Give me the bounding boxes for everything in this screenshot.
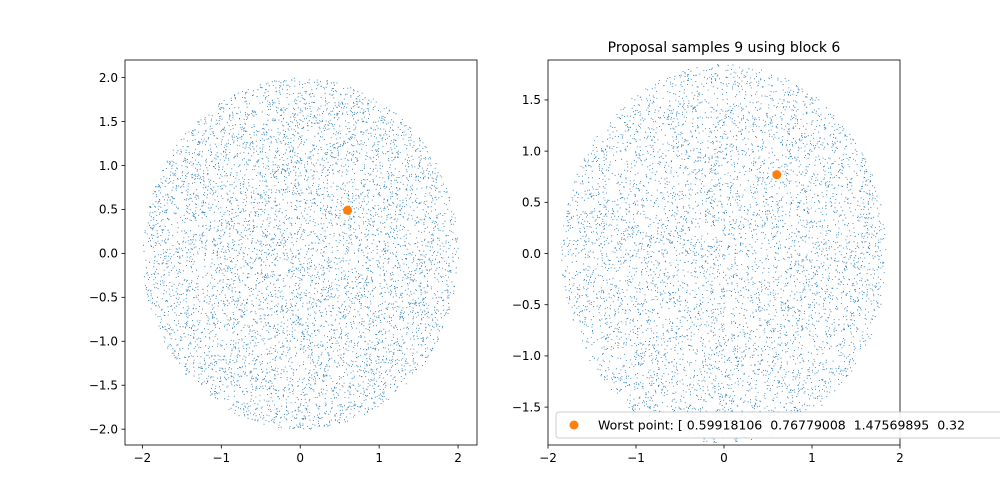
right-y-axis: −1.5 −1.0 −0.5 0.0 0.5 1.0 1.5	[512, 93, 548, 414]
x-tick-label: −1	[627, 451, 645, 465]
legend: Worst point: [ 0.59918106 0.76779008 1.4…	[555, 411, 1000, 439]
right-plot-title: Proposal samples 9 using block 6	[608, 40, 841, 56]
x-tick-label: 2	[896, 451, 904, 465]
sample-points	[143, 77, 459, 430]
y-tick-label: 0.0	[522, 247, 541, 261]
x-tick-label: −2	[539, 451, 557, 465]
y-tick-label: −1.5	[89, 379, 118, 393]
legend-box	[555, 411, 1000, 439]
legend-label: Worst point: [ 0.59918106 0.76779008 1.4…	[598, 418, 965, 433]
y-tick-label: 1.5	[99, 115, 118, 129]
y-tick-label: 2.0	[99, 71, 118, 85]
y-tick-label: 1.5	[522, 93, 541, 107]
left-y-axis: −2.0 −1.5 −1.0 −0.5 0.0 0.5 1.0 1.5 2.0	[89, 71, 125, 436]
left-x-axis: −2 −1 0 1 2	[134, 445, 462, 465]
x-tick-label: 2	[454, 451, 462, 465]
legend-marker	[569, 420, 579, 430]
y-tick-label: 0.0	[99, 247, 118, 261]
y-tick-label: 0.5	[522, 196, 541, 210]
y-tick-label: −2.0	[89, 422, 118, 436]
x-tick-label: −2	[134, 451, 152, 465]
x-tick-label: 0	[296, 451, 304, 465]
y-tick-label: −1.0	[512, 349, 541, 363]
y-tick-label: 0.5	[99, 203, 118, 217]
left-scatter-plot: −2 −1 0 1 2 −2.0 −1.5 −1.0 −0.5 0.0 0.5 1.0 1.5 2.0	[89, 59, 478, 465]
y-tick-label: −1.5	[512, 400, 541, 414]
y-tick-label: −0.5	[512, 298, 541, 312]
left-sample-cloud	[143, 77, 459, 430]
y-tick-label: 1.0	[99, 159, 118, 173]
x-tick-label: 1	[375, 451, 383, 465]
right-axes-frame	[547, 59, 901, 446]
left-worst-point	[343, 205, 353, 215]
x-tick-label: −1	[212, 451, 230, 465]
x-tick-label: 0	[720, 451, 728, 465]
y-tick-label: −1.0	[89, 335, 118, 349]
y-tick-label: 1.0	[522, 144, 541, 158]
x-tick-label: 1	[808, 451, 816, 465]
right-x-axis: −2 −1 0 1 2	[539, 445, 904, 465]
right-worst-point	[772, 170, 782, 180]
left-axes-frame	[124, 59, 478, 446]
right-scatter-plot: Proposal samples 9 using block 6 −2 −1 0 1 2…	[512, 40, 904, 465]
y-tick-label: −0.5	[89, 291, 118, 305]
